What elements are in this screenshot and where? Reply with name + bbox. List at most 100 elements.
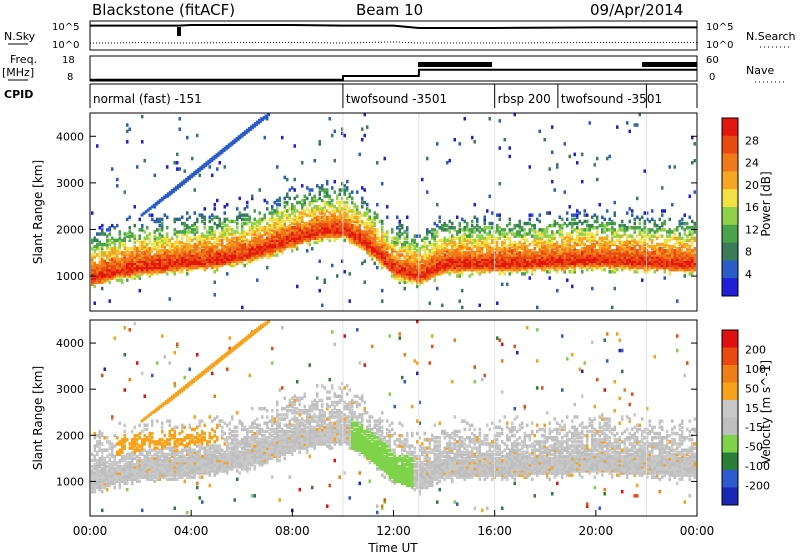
heat-cell: [284, 205, 287, 209]
heat-cell: [456, 216, 459, 220]
heat-cell: [669, 165, 672, 169]
noise-right-tick-bottom: 10^0: [706, 40, 733, 51]
heat-cell: [201, 249, 204, 253]
heat-cell: [586, 236, 589, 240]
heat-cell: [146, 226, 149, 230]
heat-cell: [456, 230, 459, 234]
heat-cell: [676, 236, 679, 240]
heat-cell: [241, 222, 244, 226]
heat-cell: [604, 230, 607, 234]
heat-cell: [211, 243, 214, 247]
heat-cell: [454, 236, 457, 240]
heat-cell: [594, 163, 597, 167]
heat-cell: [156, 228, 159, 232]
heat-cell: [94, 436, 97, 440]
heat-cell: [549, 224, 552, 228]
heat-cell: [489, 222, 492, 226]
heat-cell: [484, 253, 487, 257]
heat-cell: [351, 213, 354, 217]
heat-cell: [244, 222, 247, 226]
heat-cell: [509, 247, 512, 251]
heat-cell: [579, 228, 582, 232]
heat-cell: [141, 224, 144, 228]
heat-cell: [636, 197, 639, 201]
heat-cell: [539, 213, 542, 217]
heat-cell: [279, 197, 282, 201]
heat-cell: [484, 236, 487, 240]
heat-cell: [599, 203, 602, 207]
heat-cell: [464, 251, 467, 255]
heat-cell: [119, 448, 122, 452]
heat-cell: [659, 218, 662, 222]
heat-cell: [106, 436, 109, 440]
heat-cell: [326, 201, 329, 205]
heat-cell: [681, 226, 684, 230]
heat-cell: [306, 213, 309, 217]
heat-cell: [161, 234, 164, 238]
heat-cell: [554, 188, 557, 192]
heat-cell: [131, 251, 134, 255]
heat-cell: [336, 207, 339, 211]
date-title: 09/Apr/2014: [590, 1, 683, 19]
heat-cell: [266, 266, 269, 270]
heat-cell: [509, 155, 512, 159]
heat-cell: [284, 213, 287, 217]
heat-cell: [281, 224, 284, 228]
heat-cell: [481, 247, 484, 251]
heat-cell: [656, 236, 659, 240]
colorbar-swatch: [722, 171, 738, 189]
heat-cell: [499, 272, 502, 276]
heat-cell: [296, 285, 299, 289]
heat-cell: [99, 232, 102, 236]
heat-cell: [309, 209, 312, 213]
heat-cell: [426, 253, 429, 257]
heat-cell: [146, 243, 149, 247]
heat-cell: [324, 195, 327, 199]
heat-cell: [689, 272, 692, 276]
heat-cell: [449, 159, 452, 163]
heat-cell: [106, 469, 109, 473]
heat-cell: [424, 260, 427, 264]
heat-cell: [384, 232, 387, 236]
heat-cell: [624, 224, 627, 228]
heat-cell: [476, 218, 479, 222]
heat-cell: [491, 247, 494, 251]
heat-cell: [569, 155, 572, 159]
heat-cell: [344, 188, 347, 192]
heat-cell: [129, 247, 132, 251]
heat-cell: [266, 222, 269, 226]
heat-cell: [276, 218, 279, 222]
heat-cell: [406, 216, 409, 220]
heat-cell: [399, 241, 402, 245]
heat-cell: [334, 180, 337, 184]
heat-cell: [291, 222, 294, 226]
heat-cell: [531, 234, 534, 238]
heat-cell: [139, 228, 142, 232]
heat-cell: [576, 213, 579, 217]
heat-cell: [296, 209, 299, 213]
heat-cell: [316, 216, 319, 220]
heat-cell: [616, 230, 619, 234]
heat-cell: [364, 134, 367, 138]
heat-cell: [166, 232, 169, 236]
heat-cell: [596, 249, 599, 253]
heat-cell: [336, 201, 339, 205]
heat-cell: [111, 442, 114, 446]
heat-cell: [404, 236, 407, 240]
heat-cell: [429, 249, 432, 253]
heat-cell: [271, 224, 274, 228]
heat-cell: [394, 236, 397, 240]
heat-cell: [121, 278, 124, 282]
heat-cell: [129, 230, 132, 234]
heat-cell: [239, 232, 242, 236]
heat-cell: [344, 211, 347, 215]
heat-cell: [376, 228, 379, 232]
heat-cell: [244, 218, 247, 222]
heat-cell: [119, 465, 122, 469]
heat-cell: [294, 205, 297, 209]
heat-cell: [101, 243, 104, 247]
heat-cell: [169, 297, 172, 301]
heat-cell: [139, 289, 142, 293]
heat-cell: [529, 249, 532, 253]
heat-cell: [489, 243, 492, 247]
